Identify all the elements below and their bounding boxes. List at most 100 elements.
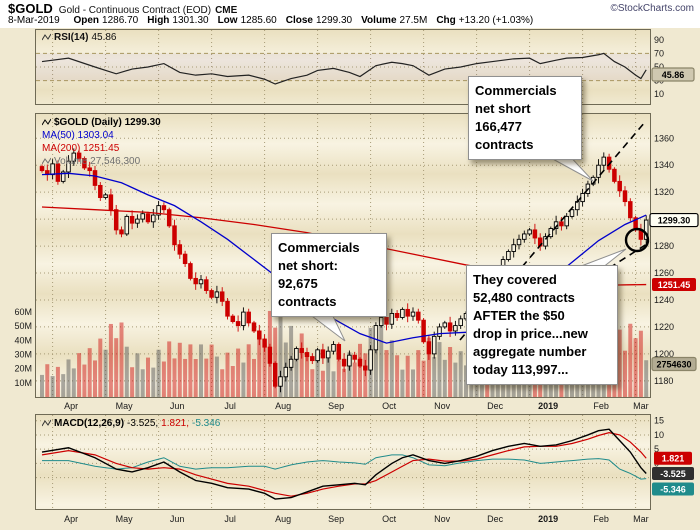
volume-bar: [71, 368, 76, 397]
candle-body: [363, 365, 368, 371]
month-label: Jul: [224, 514, 236, 524]
candle-body: [405, 308, 410, 317]
month-label: Feb: [593, 401, 609, 411]
title-row: $GOLD Gold - Continuous Contract (EOD) CME: [8, 1, 237, 16]
macd-tick-label: 5: [654, 444, 659, 454]
quote-value: 27.5M: [399, 15, 428, 26]
candle-body: [596, 164, 601, 178]
rsi-legend: RSI(14) 45.86: [42, 31, 116, 44]
rsi-tick-label: 50: [654, 62, 664, 72]
candle-body: [447, 322, 453, 332]
price-tick-label: 1360: [654, 133, 674, 143]
volume-bar: [188, 344, 193, 397]
volume-bar: [108, 323, 113, 397]
candle-body: [262, 338, 267, 348]
candle-body: [246, 311, 251, 324]
volume-bar: [442, 359, 447, 397]
month-label: Nov: [434, 514, 451, 524]
volume-bar: [140, 369, 145, 397]
legend-item: MA(50) 1303.04: [42, 129, 161, 142]
callout-line: 52,480 contracts: [473, 290, 575, 305]
callout-line: Commercials: [278, 240, 360, 255]
rsi-value-badge: [651, 67, 695, 82]
price-panel-legend: $GOLD (Daily) 1299.30 MA(50) 1303.04 MA(20…: [42, 116, 161, 168]
rsi-value-badge-label: 45.86: [662, 70, 685, 80]
volume-bar: [156, 349, 161, 397]
macd-value-badge: [652, 466, 694, 480]
callout-line: 166,477: [475, 119, 522, 134]
volume-bar: [310, 369, 315, 397]
indicator-icon: [42, 33, 51, 41]
candle-body: [580, 193, 585, 203]
month-label: Aug: [275, 401, 291, 411]
candle-body: [257, 330, 262, 340]
volume-bar: [103, 349, 108, 397]
volume-bar: [326, 358, 331, 397]
candle-body: [373, 325, 379, 351]
quote-row: 8-Mar-2019 Open 1286.70 High 1301.30 Low 1285…: [8, 15, 533, 26]
candle-body: [431, 335, 437, 355]
volume-bar: [40, 374, 44, 397]
volume-bar: [411, 369, 415, 397]
candle-body: [511, 244, 516, 252]
month-label: Mar: [633, 514, 649, 524]
candle-body: [230, 315, 236, 322]
month-label: Dec: [487, 401, 504, 411]
quote-label: Volume: [361, 15, 397, 26]
candle-body: [172, 225, 177, 246]
price-tick-label: 1240: [654, 295, 674, 305]
candle-body: [119, 229, 124, 235]
candle-body: [177, 244, 183, 255]
price-tick-label: 1260: [654, 268, 674, 278]
volume-bar: [437, 342, 442, 397]
highlight-circle: [624, 227, 650, 253]
volume-bar: [230, 365, 235, 397]
volume-bar: [389, 340, 394, 397]
candle-body: [394, 312, 400, 318]
quote-label: Open: [73, 15, 100, 26]
volume-bar: [193, 359, 198, 397]
month-label: Apr: [64, 401, 78, 411]
quote-value: 1299.30: [315, 15, 353, 26]
month-label: Apr: [64, 514, 78, 524]
callout-line: today 113,997...: [473, 362, 569, 377]
volume-bar: [172, 358, 177, 397]
volume-tick-label: 20M: [14, 364, 32, 374]
volume-bar: [214, 356, 219, 397]
rsi-tick-label: 70: [654, 48, 664, 58]
volume-bar: [421, 360, 426, 397]
month-label: Aug: [275, 514, 291, 524]
candle-body: [60, 171, 66, 182]
volume-bar: [45, 364, 50, 397]
last-price-badge: [649, 212, 699, 228]
candle-body: [389, 312, 395, 325]
price-tick-label: 1280: [654, 241, 674, 251]
month-label: Mar: [633, 401, 649, 411]
volume-bar: [623, 350, 627, 397]
month-label: Sep: [328, 514, 344, 524]
candle-body: [384, 317, 389, 325]
price-tick-label: 1180: [654, 376, 673, 386]
quote-value: +13.20 (+1.03%): [458, 15, 534, 26]
candle-body: [368, 349, 373, 371]
candle-body: [76, 152, 82, 159]
volume-bar: [315, 357, 320, 397]
symbol: $GOLD: [8, 1, 53, 16]
volume-bar: [336, 360, 341, 397]
volume-tick-label: 10M: [14, 378, 32, 388]
symbol-description: Gold - Continuous Contract (EOD): [58, 5, 212, 16]
candle-body: [622, 190, 628, 203]
volume-bar: [320, 370, 325, 397]
candle-body: [124, 215, 130, 235]
candle-body: [140, 213, 145, 220]
volume-bar: [220, 369, 225, 397]
candle-body: [437, 326, 442, 337]
volume-bar: [55, 366, 60, 397]
candle-body: [225, 300, 230, 317]
candle-body: [113, 209, 119, 231]
candle-body: [416, 311, 421, 321]
rsi-line: [41, 52, 647, 85]
volume-bar: [167, 341, 172, 397]
rsi-tick-label: 90: [654, 35, 664, 45]
macd-histogram-line: [42, 454, 647, 480]
